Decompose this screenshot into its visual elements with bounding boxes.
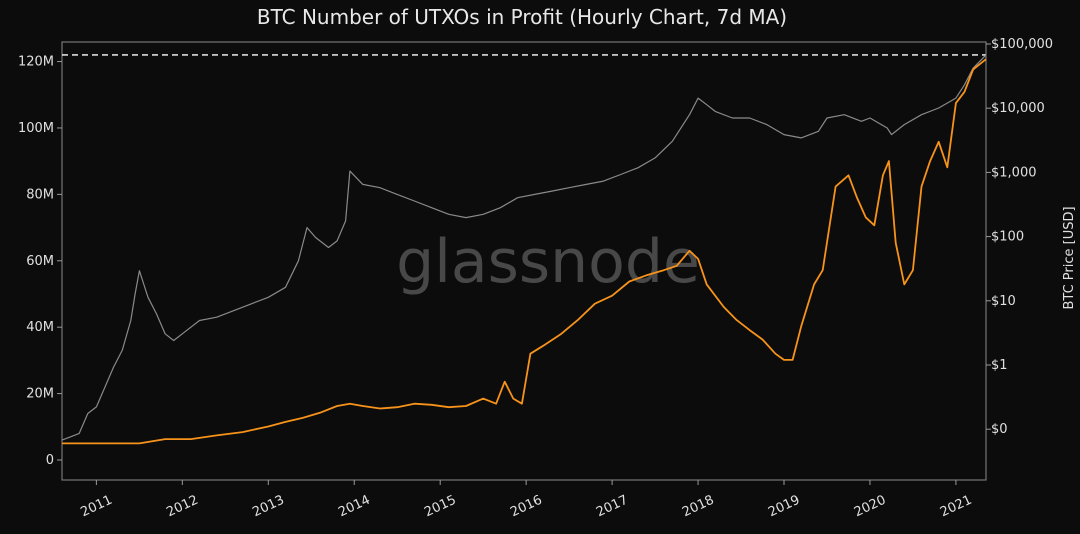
x-tick-label: 2020 <box>852 493 888 521</box>
left-tick-label: 20M <box>26 387 54 402</box>
x-tick-label: 2018 <box>680 493 716 521</box>
right-tick-label: $100,000 <box>991 37 1053 52</box>
x-tick-label: 2011 <box>78 493 114 521</box>
right-tick-label: $10,000 <box>991 101 1045 116</box>
right-tick-label: $1 <box>991 358 1008 373</box>
series-line-utxos <box>61 54 987 441</box>
left-tick-label: 100M <box>18 121 54 136</box>
left-tick-label: 80M <box>26 187 54 202</box>
x-tick-label: 2016 <box>508 493 544 521</box>
right-tick-label: $1,000 <box>991 165 1037 180</box>
left-axis-ticks: 0 20M 40M 60M 80M 100M 120M <box>18 55 62 468</box>
x-tick-label: 2014 <box>336 493 372 521</box>
series-group <box>61 54 987 445</box>
right-axis-ticks: $0 $1 $10 $100 $1,000 $10,000 $100,000 <box>986 37 1053 437</box>
right-tick-label: $10 <box>991 294 1016 309</box>
watermark: glassnode <box>396 227 700 297</box>
x-tick-label: 2019 <box>766 493 802 521</box>
x-tick-label: 2017 <box>594 493 630 521</box>
left-tick-label: 0 <box>46 453 54 468</box>
series-line-price <box>62 58 987 445</box>
x-tick-label: 2021 <box>938 493 974 521</box>
right-tick-label: $100 <box>991 230 1024 245</box>
x-tick-label: 2013 <box>250 493 286 521</box>
left-tick-label: 120M <box>18 55 54 70</box>
x-tick-label: 2012 <box>164 493 200 521</box>
x-tick-label: 2015 <box>422 493 458 521</box>
x-axis-ticks: 2011 2012 2013 2014 2015 2016 2017 2018 2019 2020… <box>78 480 974 520</box>
chart-title: BTC Number of UTXOs in Profit (Hourly Ch… <box>257 5 787 29</box>
left-tick-label: 40M <box>26 320 54 335</box>
right-tick-label: $0 <box>991 422 1008 437</box>
left-tick-label: 60M <box>26 254 54 269</box>
right-axis-label: BTC Price [USD] <box>1062 206 1077 309</box>
